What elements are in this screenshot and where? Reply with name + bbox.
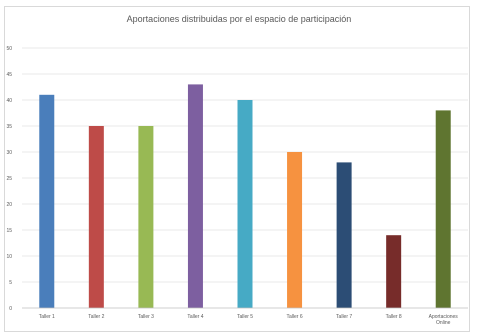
x-category-label: Taller 4 [187, 314, 203, 320]
bar-5 [237, 100, 253, 308]
y-tick-label: 35 [6, 124, 12, 130]
x-axis-labels: Taller 1 Taller 2 Taller 3 Taller 4 Taller 5… [39, 314, 459, 326]
x-category-label: Taller 2 [88, 314, 104, 320]
y-tick-label: 0 [9, 306, 12, 312]
bars [39, 84, 451, 309]
chart-title: Aportaciones distribuidas por el espacio… [126, 14, 352, 24]
x-category-label: Taller 6 [286, 314, 302, 320]
bar-6 [287, 152, 303, 308]
bar-7 [336, 162, 352, 308]
y-axis-ticks: 0 5 10 15 20 25 30 35 40 45 50 [6, 46, 12, 312]
x-category-label: Taller 1 [39, 314, 55, 320]
x-category-label: Taller 8 [386, 314, 402, 320]
y-tick-label: 25 [6, 176, 12, 182]
bar-8 [386, 235, 402, 308]
y-tick-label: 20 [6, 202, 12, 208]
bar-9 [435, 110, 451, 309]
bar-2 [88, 126, 104, 308]
x-category-label: Taller 3 [138, 314, 154, 320]
x-category-label: Taller 5 [237, 314, 253, 320]
y-tick-label: 45 [6, 72, 12, 78]
x-category-label: Aportaciones Online [429, 314, 459, 326]
bar-3 [138, 126, 154, 308]
x-category-label: Taller 7 [336, 314, 352, 320]
y-tick-label: 50 [6, 46, 12, 52]
y-tick-label: 5 [9, 280, 12, 286]
bar-1 [39, 94, 55, 308]
bar-4 [187, 84, 203, 309]
y-tick-label: 30 [6, 150, 12, 156]
y-tick-label: 15 [6, 228, 12, 234]
y-tick-label: 40 [6, 98, 12, 104]
y-tick-label: 10 [6, 254, 12, 260]
